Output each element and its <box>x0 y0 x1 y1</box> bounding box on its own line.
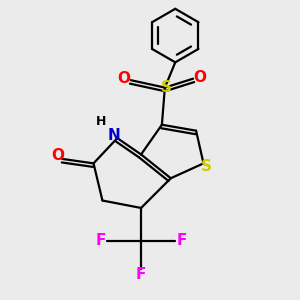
Text: F: F <box>136 267 146 282</box>
Text: H: H <box>96 115 106 128</box>
Text: O: O <box>193 70 206 85</box>
Text: N: N <box>108 128 121 142</box>
Text: F: F <box>177 233 187 248</box>
Text: F: F <box>95 233 106 248</box>
Text: S: S <box>161 80 172 95</box>
Text: O: O <box>118 71 130 86</box>
Text: O: O <box>51 148 64 164</box>
Text: S: S <box>201 159 212 174</box>
